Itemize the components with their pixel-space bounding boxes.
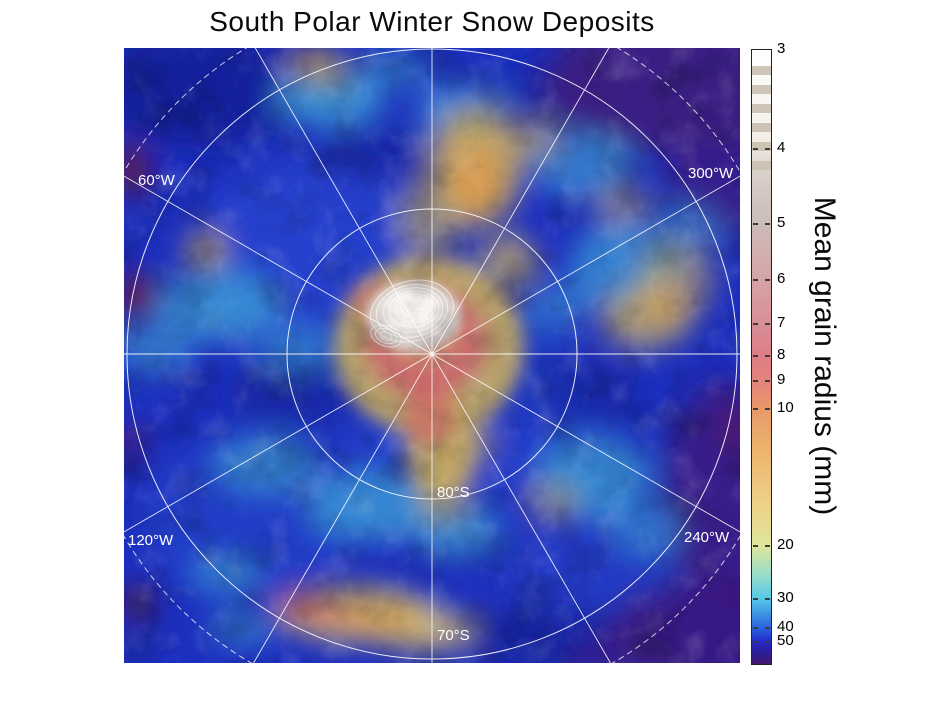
colorbar-tick-dash: [765, 408, 770, 411]
label-300w: 300°W: [688, 165, 734, 182]
colorbar-tick-dash: [765, 354, 770, 357]
colorbar-tick-dash: [765, 626, 770, 629]
colorbar-tick-label: 9: [777, 370, 786, 388]
colorbar-tick-dash: [753, 322, 758, 325]
colorbar-tick-label: 3: [777, 40, 786, 57]
colorbar-contour-stripes: [752, 56, 771, 170]
label-80s: 80°S: [437, 484, 470, 501]
colorbar-tick-label: 50: [777, 631, 794, 649]
label-60w: 60°W: [138, 172, 176, 189]
colorbar-tick-dash: [765, 322, 770, 325]
colorbar-tick-label: 30: [777, 588, 794, 606]
colorbar-tick-dash: [753, 354, 758, 357]
chart-title: South Polar Winter Snow Deposits: [209, 6, 655, 37]
colorbar-tick-label: 5: [777, 213, 786, 231]
label-240w: 240°W: [684, 529, 730, 546]
colorbar-tick-label: 10: [777, 399, 794, 417]
colorbar-tick-label: 7: [777, 313, 786, 331]
polar-map-canvas: 60°W 300°W 120°W 240°W 80°S 70°S: [124, 48, 740, 663]
colorbar-tick-dash: [765, 640, 770, 643]
colorbar-tick-dash: [765, 222, 770, 225]
colorbar-tick-dash: [765, 147, 770, 150]
colorbar-tick-dash: [753, 597, 758, 600]
colorbar-tick-dash: [753, 222, 758, 225]
colorbar-tick-label: 6: [777, 270, 786, 288]
colorbar-tick-label: 8: [777, 345, 786, 363]
colorbar-gradient: [752, 50, 771, 664]
colorbar-tick-dash: [753, 147, 758, 150]
colorbar-tick-label: 4: [777, 138, 786, 156]
colorbar-tick-label: 20: [777, 536, 794, 554]
colorbar-title: Mean grain radius (mm): [808, 196, 841, 516]
label-70s: 70°S: [437, 627, 470, 644]
colorbar-tick-dash: [765, 379, 770, 382]
colorbar-tick-dash: [765, 545, 770, 548]
colorbar-tick-dash: [753, 640, 758, 643]
polar-map: 60°W 300°W 120°W 240°W 80°S 70°S: [124, 48, 740, 663]
colorbar-tick-dash: [765, 279, 770, 282]
label-120w: 120°W: [128, 532, 174, 549]
colorbar-tick-dash: [753, 626, 758, 629]
colorbar-tick-dash: [765, 597, 770, 600]
colorbar-tick-label: 40: [777, 617, 794, 635]
colorbar-tick-dash: [753, 408, 758, 411]
colorbar-tick-labels: 3 4 5 6 7 8 9 10 20 30 40 50: [777, 40, 817, 663]
graticule: [124, 48, 740, 663]
colorbar-tick-dash: [753, 379, 758, 382]
colorbar-tick-dash: [753, 279, 758, 282]
colorbar: [751, 49, 772, 665]
graticule-labels: 60°W 300°W 120°W 240°W 80°S 70°S: [128, 165, 734, 644]
colorbar-tick-dash: [753, 545, 758, 548]
